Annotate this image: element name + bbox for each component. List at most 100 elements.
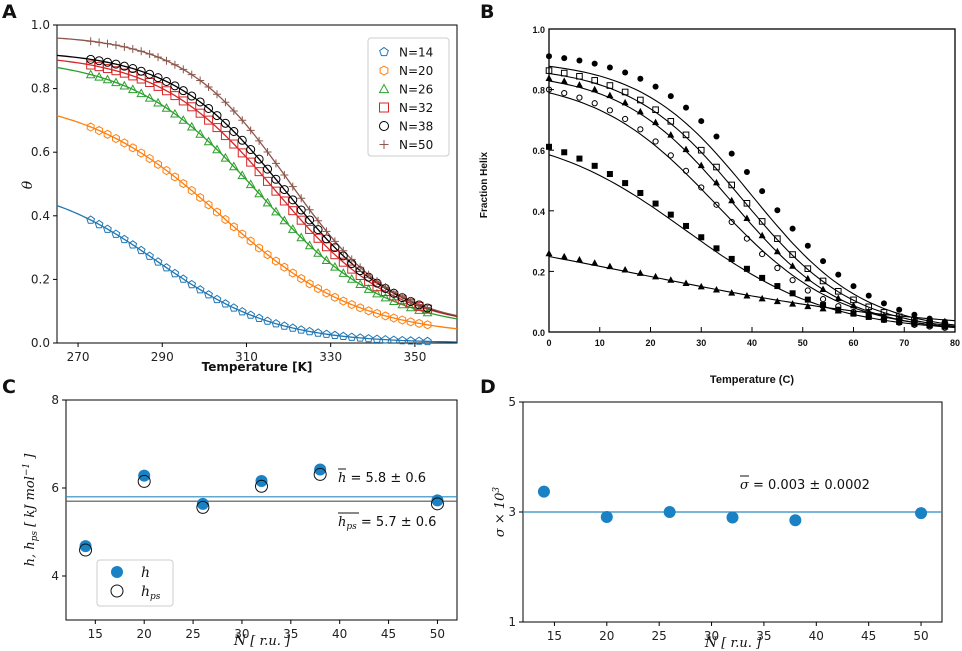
x-tick-label: 15 — [88, 627, 103, 641]
data-point-n20 — [187, 185, 196, 196]
data-point-b-filled-circle — [728, 150, 735, 157]
xlabel-ru: [ r.u. ] — [246, 634, 291, 649]
data-point-n50 — [255, 136, 264, 145]
panel-a-frame — [56, 24, 458, 344]
data-point-b-filled-triangle-low — [910, 315, 918, 322]
data-point-n32 — [237, 148, 247, 158]
data-point-n20 — [322, 288, 331, 298]
data-point-n14 — [322, 329, 331, 338]
data-point-n38 — [271, 174, 281, 184]
data-point-b-filled-square — [804, 296, 811, 303]
legend-marker-n14 — [379, 46, 389, 57]
data-point-h_ps — [137, 474, 151, 488]
data-point-n20 — [229, 222, 238, 232]
data-point-n32 — [338, 257, 348, 267]
panel-a-xlabel: Temperature [K] — [202, 360, 313, 374]
y-tick-label: 1 — [508, 615, 516, 629]
data-point-n14 — [288, 323, 298, 332]
data-point-b-filled-circle — [606, 64, 613, 71]
data-point-n50 — [271, 159, 280, 168]
data-point-n20 — [112, 133, 120, 144]
data-point-b-filled-triangle-up — [606, 91, 614, 99]
data-point-b-open-square — [682, 131, 690, 139]
y-tick-label: 1.0 — [532, 25, 545, 35]
data-point-n26 — [127, 84, 138, 94]
data-point-n32 — [229, 139, 239, 149]
data-point-b-filled-triangle-up — [728, 196, 736, 204]
data-point-n38 — [94, 56, 104, 66]
x-tick-label: 30 — [234, 627, 249, 641]
data-point-n26 — [178, 115, 189, 124]
data-point-n50 — [154, 53, 163, 62]
data-point-b-filled-square — [926, 322, 933, 329]
data-point-n50 — [280, 170, 289, 179]
data-point-n20 — [272, 256, 280, 266]
data-point-b-filled-triangle-low — [667, 276, 675, 283]
data-point-h_ps — [430, 497, 444, 511]
data-point-b-filled-triangle-up — [621, 98, 629, 106]
panel-letter-b: B — [480, 1, 494, 23]
data-point-n38 — [263, 164, 273, 174]
data-point-n26 — [262, 197, 273, 207]
x-tick-label: 40 — [332, 627, 347, 641]
x-tick-label: 40 — [747, 338, 757, 348]
y-tick-label: 0.2 — [532, 267, 545, 277]
legend-label-hps-main: h — [141, 584, 150, 600]
data-point-h_ps — [196, 500, 210, 514]
legend-label-n20: N=20 — [399, 64, 433, 78]
annot-hps-symbol: h — [338, 515, 346, 530]
data-point-n14 — [162, 263, 171, 272]
data-point-b-open-circle — [819, 296, 827, 303]
data-point-n14 — [330, 330, 340, 339]
data-point-b-filled-triangle-low — [591, 259, 599, 266]
data-point-b-open-circle — [576, 94, 583, 101]
ylabel-d-main: σ × 10 — [493, 493, 508, 538]
legend-frame — [96, 559, 174, 607]
data-point-n50 — [415, 300, 424, 309]
data-point-n20 — [314, 284, 322, 294]
data-point-n50 — [229, 106, 238, 115]
data-point-b-filled-triangle-up — [636, 107, 644, 115]
data-point-b-filled-triangle-low — [804, 302, 812, 310]
data-point-n14 — [364, 333, 373, 343]
x-tick-label: 310 — [235, 350, 258, 364]
data-point-n50 — [196, 76, 205, 85]
fit-line-b-0 — [548, 65, 956, 326]
y-tick-label: 0.4 — [31, 209, 50, 223]
data-point-n32 — [212, 123, 222, 133]
data-point-b-filled-square — [591, 162, 598, 169]
data-point-n14 — [178, 274, 188, 283]
panel-a-ylabel: θ — [20, 180, 36, 189]
data-point-n38 — [296, 205, 306, 215]
data-point-n50 — [103, 39, 112, 48]
data-point-sigma — [789, 514, 802, 527]
data-point-n50 — [305, 205, 314, 214]
data-point-n14 — [406, 336, 416, 345]
data-point-n26 — [220, 152, 231, 162]
data-point-n26 — [422, 307, 433, 317]
data-point-n14 — [338, 331, 348, 340]
data-point-n50 — [330, 237, 339, 246]
data-point-b-filled-square — [698, 234, 705, 241]
data-point-b-filled-circle — [911, 311, 918, 318]
data-point-n32 — [170, 91, 180, 101]
y-tick-label: 0.0 — [532, 328, 545, 338]
fit-line-b-5 — [548, 255, 956, 322]
data-point-n14 — [221, 299, 230, 308]
data-point-b-filled-triangle-low — [575, 256, 583, 263]
data-point-n20 — [238, 229, 247, 239]
data-point-b-filled-circle — [652, 83, 659, 90]
panel-d-xlabel: N [ r.u. ] — [704, 635, 762, 651]
data-point-b-open-square — [789, 251, 796, 258]
data-point-n14 — [389, 335, 399, 344]
data-point-n50 — [145, 50, 154, 59]
data-point-b-open-circle — [789, 277, 796, 284]
data-point-b-filled-triangle-up — [758, 231, 766, 239]
data-point-b-filled-square — [606, 171, 613, 178]
data-point-b-filled-triangle-up — [575, 81, 583, 88]
data-point-b-open-square — [591, 77, 598, 84]
data-point-n50 — [347, 255, 356, 264]
data-point-sigma — [726, 511, 739, 524]
data-point-n26 — [287, 224, 298, 233]
legend-marker-n20 — [379, 65, 389, 76]
